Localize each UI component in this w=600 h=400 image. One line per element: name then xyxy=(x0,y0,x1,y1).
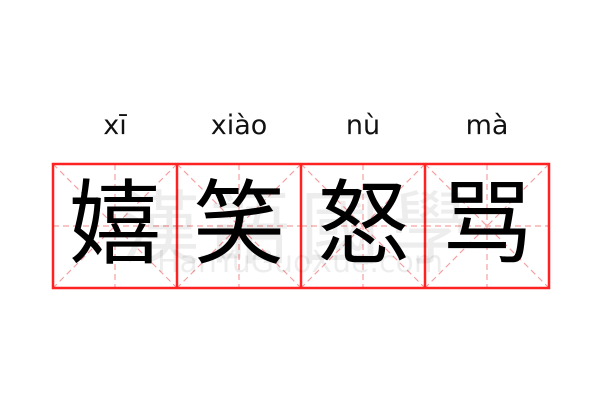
pinyin-2: nù xyxy=(345,110,381,141)
character-cell-1: 笑 xyxy=(177,163,301,287)
character-3: 骂 xyxy=(440,171,533,278)
character-cell-3: 骂 xyxy=(425,163,549,287)
pinyin-1: xiào xyxy=(210,110,268,141)
watermark-chinese: 漢語國學 xyxy=(120,183,480,276)
pinyin-0: xī xyxy=(103,110,127,141)
character-cell-0: 嬉 xyxy=(53,163,177,287)
watermark-latin: HanYuGuoXue.com xyxy=(156,245,444,280)
character-2: 怒 xyxy=(316,171,409,278)
character-cell-2: 怒 xyxy=(301,163,425,287)
pinyin-3: mà xyxy=(465,110,509,141)
character-1: 笑 xyxy=(192,171,285,278)
character-0: 嬉 xyxy=(68,171,161,278)
